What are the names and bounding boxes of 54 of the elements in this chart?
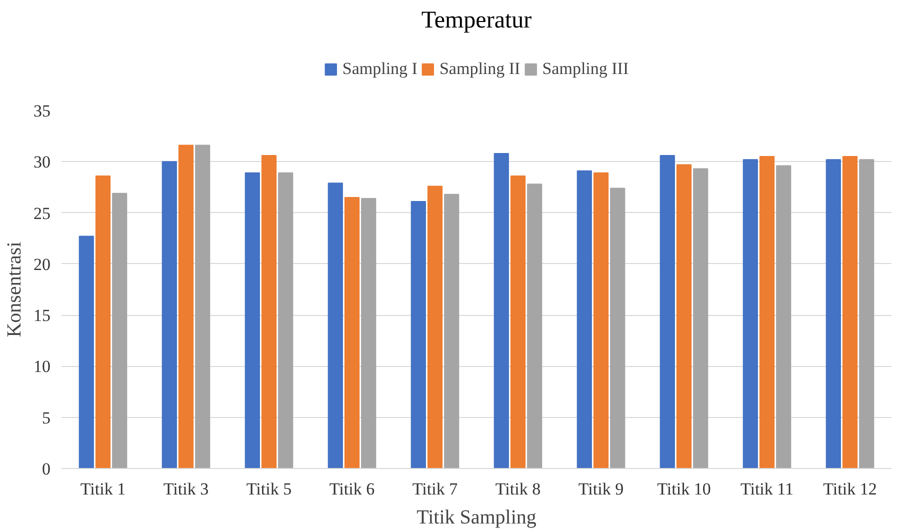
bar (328, 182, 343, 468)
x-tick-label: Titik 8 (495, 480, 541, 498)
bar (162, 161, 177, 468)
bar (842, 156, 858, 468)
x-tick-label: Titik 7 (412, 480, 458, 498)
bar (759, 156, 775, 468)
bar (826, 159, 841, 468)
bar (410, 201, 426, 468)
y-tick-label: 25 (34, 204, 50, 223)
bar (610, 188, 626, 468)
bar (527, 184, 542, 468)
bar (693, 168, 708, 468)
legend-label: Sampling III (542, 59, 629, 79)
bar (361, 198, 376, 468)
bar (78, 236, 94, 468)
bar (494, 152, 509, 468)
x-tick-label: Titik 6 (329, 480, 375, 498)
bar (278, 172, 294, 468)
bar (344, 196, 360, 468)
x-tick-label: Titik 12 (823, 480, 877, 498)
bar (742, 159, 758, 468)
bar (660, 155, 675, 468)
chart-title: Temperatur (421, 8, 532, 34)
y-tick-label: 5 (42, 408, 50, 428)
y-tick-label: 35 (34, 102, 50, 120)
y-tick-label: 15 (34, 306, 50, 326)
legend-label: Sampling I (342, 59, 418, 79)
x-tick-label: Titik 5 (246, 480, 292, 498)
bar (427, 186, 443, 468)
x-tick-label: Titik 11 (740, 480, 794, 498)
y-tick-label: 30 (34, 152, 50, 172)
y-axis-title: Konsentrasi (4, 241, 26, 338)
bar (112, 192, 128, 468)
bar (244, 172, 260, 468)
y-tick-label: 0 (42, 460, 50, 478)
bar (178, 144, 194, 468)
x-tick-label: Titik 9 (578, 480, 624, 498)
x-tick-label: Titik 1 (80, 480, 126, 498)
y-tick-label: 10 (34, 357, 50, 376)
bar (593, 172, 609, 468)
bar (859, 159, 874, 468)
x-axis-title: Titik Sampling (416, 506, 536, 528)
legend-label: Sampling II (439, 59, 520, 79)
bar (576, 170, 592, 468)
bar (676, 164, 692, 468)
bar (195, 144, 210, 468)
bar (510, 175, 526, 468)
bar (776, 165, 792, 468)
bar (444, 194, 460, 468)
bar (261, 155, 277, 468)
x-tick-label: Titik 10 (657, 480, 711, 498)
y-tick-label: 20 (34, 254, 50, 274)
bar (95, 175, 111, 468)
x-tick-label: Titik 3 (163, 480, 209, 498)
